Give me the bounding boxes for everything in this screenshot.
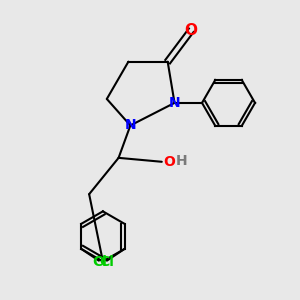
Text: Cl: Cl [92, 255, 107, 269]
Text: H: H [176, 154, 188, 168]
Text: O: O [185, 23, 198, 38]
Text: O: O [163, 155, 175, 170]
Text: N: N [124, 118, 136, 133]
Text: N: N [169, 96, 180, 110]
Text: Cl: Cl [99, 255, 114, 269]
